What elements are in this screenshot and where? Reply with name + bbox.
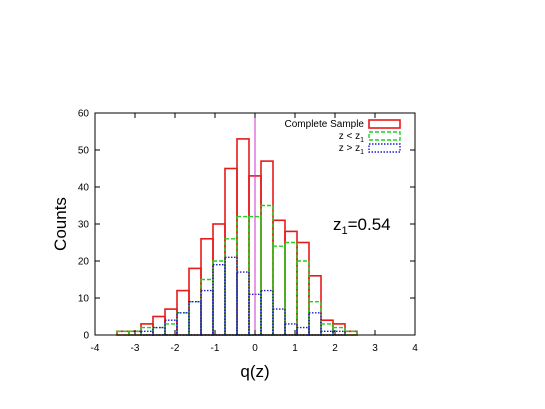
legend-item-2: z < z1 [339,131,401,144]
bar [320,323,334,336]
x-tick-label: 3 [372,343,378,354]
bar [212,260,226,336]
bar [284,241,298,336]
x-axis-label: q(z) [240,362,269,381]
bar [260,160,274,336]
y-axis-label: Counts [51,197,70,251]
bar [176,312,190,336]
bar [140,323,154,336]
bar [284,230,298,336]
z1-annotation: z1=0.54 [333,215,391,237]
bar [308,301,322,336]
bar [212,264,226,336]
bar [272,219,286,336]
y-tick-label: 10 [78,294,90,305]
bar [224,256,238,336]
bar [152,315,166,336]
bar [188,301,202,336]
bar [296,260,310,336]
y-tick-label: 30 [78,220,90,231]
legend-swatch [368,131,401,141]
bar [212,223,226,336]
bar [200,238,214,336]
y-tick-label: 60 [78,109,90,120]
x-tick-label: 0 [252,343,258,354]
bar [272,308,286,336]
bar [284,323,298,336]
y-tick-label: 20 [78,257,90,268]
bar [272,245,286,336]
bars-layer [116,138,358,336]
x-tick-label: -4 [91,343,100,354]
legend-item-1: Complete Sample [285,119,401,130]
x-tick-label: -3 [131,343,140,354]
bar [296,241,310,336]
legend-swatch [368,119,401,129]
x-tick-label: -1 [211,343,220,354]
bar [308,312,322,336]
bar [236,215,250,336]
y-tick-label: 50 [78,146,90,157]
bar [188,301,202,336]
bar [164,323,178,336]
y-tick-label: 40 [78,183,90,194]
legend-label: z < z1 [339,131,364,144]
bar [320,319,334,336]
bar [200,278,214,336]
bar [152,326,166,336]
legend-label: Complete Sample [285,119,365,130]
y-tick-label: 0 [83,331,89,342]
bar [224,167,238,336]
legend-label: z > z1 [339,143,364,156]
bar [176,312,190,336]
bar [308,274,322,336]
bar [296,326,310,336]
bar [236,271,250,336]
x-tick-label: 2 [332,343,338,354]
bar [200,289,214,336]
x-tick-label: 4 [412,343,418,354]
x-tick-label: 1 [292,343,298,354]
bar [260,204,274,336]
legend-item-3: z > z1 [339,143,401,156]
bar [236,138,250,336]
bar [164,319,178,336]
bar [152,326,166,336]
bar [260,289,274,336]
bar [224,238,238,336]
x-tick-label: -2 [171,343,180,354]
legend-swatch [368,143,401,153]
